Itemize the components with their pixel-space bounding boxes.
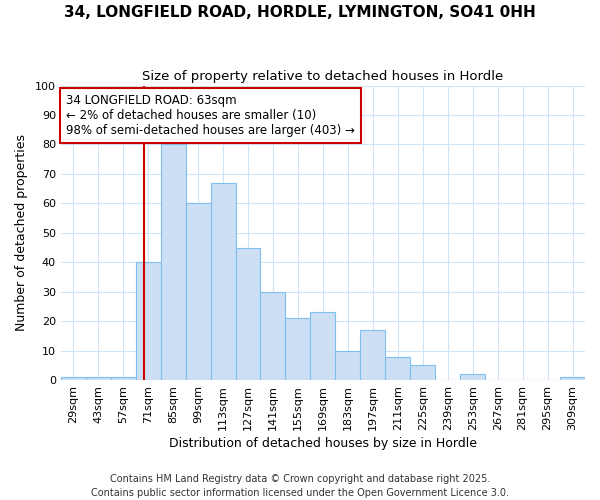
Text: 34 LONGFIELD ROAD: 63sqm
← 2% of detached houses are smaller (10)
98% of semi-de: 34 LONGFIELD ROAD: 63sqm ← 2% of detache… (66, 94, 355, 138)
Bar (211, 183, 236, 380)
Text: Contains HM Land Registry data © Crown copyright and database right 2025.
Contai: Contains HM Land Registry data © Crown c… (91, 474, 509, 498)
Bar (410, 366, 435, 380)
Bar (286, 318, 310, 380)
Bar (361, 330, 385, 380)
Title: Size of property relative to detached houses in Hordle: Size of property relative to detached ho… (142, 70, 503, 83)
Bar (310, 312, 335, 380)
Bar (236, 248, 260, 380)
Bar (161, 144, 185, 380)
Bar (385, 356, 410, 380)
Bar (260, 292, 286, 380)
Bar (335, 350, 361, 380)
Text: 34, LONGFIELD ROAD, HORDLE, LYMINGTON, SO41 0HH: 34, LONGFIELD ROAD, HORDLE, LYMINGTON, S… (64, 5, 536, 20)
Bar (136, 262, 161, 380)
X-axis label: Distribution of detached houses by size in Hordle: Distribution of detached houses by size … (169, 437, 477, 450)
Bar (111, 377, 136, 380)
Y-axis label: Number of detached properties: Number of detached properties (15, 134, 28, 332)
Bar (61, 377, 86, 380)
Bar (185, 204, 211, 380)
Bar (560, 377, 585, 380)
Bar (460, 374, 485, 380)
Bar (86, 377, 111, 380)
